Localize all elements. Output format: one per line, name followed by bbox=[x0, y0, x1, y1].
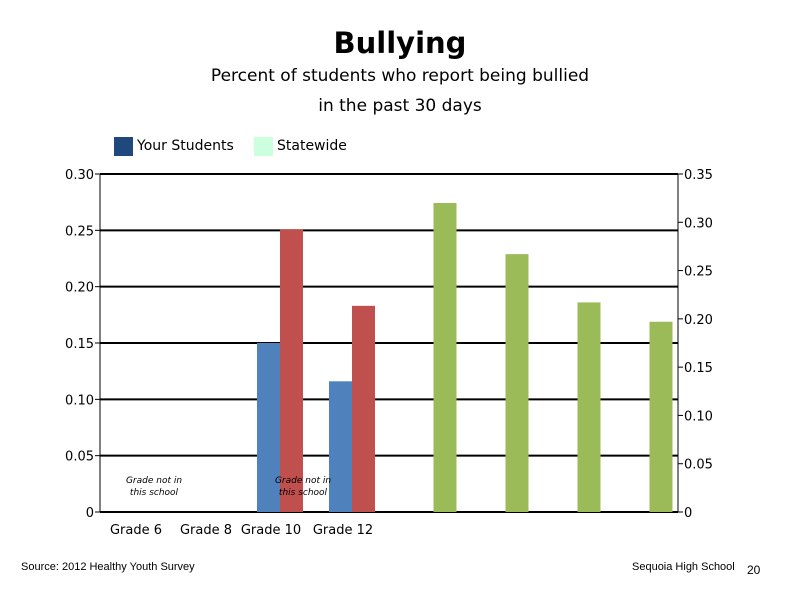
legend-label-statewide: Statewide bbox=[277, 138, 347, 154]
x-tick-label: Grade 8 bbox=[180, 523, 232, 538]
legend-swatch-your-students bbox=[114, 136, 133, 156]
bar bbox=[649, 321, 673, 512]
school-name: Sequoia High School bbox=[632, 561, 735, 573]
y-right-tick-label: 0.15 bbox=[684, 361, 713, 376]
y-left-tick-label: 0.25 bbox=[65, 224, 94, 239]
annotation-label: this school bbox=[130, 488, 179, 498]
y-right-tick-label: 0.25 bbox=[684, 265, 713, 280]
source-note: Source: 2012 Healthy Youth Survey bbox=[21, 561, 195, 573]
bar bbox=[577, 302, 601, 512]
chart-title: Bullying bbox=[333, 26, 467, 60]
bar bbox=[352, 305, 375, 512]
bar bbox=[280, 229, 303, 512]
legend-swatch-statewide bbox=[254, 136, 273, 156]
bar bbox=[257, 343, 280, 512]
bar bbox=[505, 254, 529, 512]
y-right-tick-label: 0 bbox=[684, 506, 692, 521]
y-right-tick-label: 0.30 bbox=[684, 216, 713, 231]
y-right-tick-label: 0.20 bbox=[684, 313, 713, 328]
legend-item-your-students: Your Students bbox=[114, 136, 234, 156]
y-right-tick-label: 0.05 bbox=[684, 458, 713, 473]
x-tick-label: Grade 12 bbox=[313, 523, 373, 538]
annotation-label: this school bbox=[279, 488, 328, 498]
y-left-tick-label: 0.15 bbox=[65, 337, 94, 352]
annotation-label: Grade not in bbox=[275, 476, 331, 486]
y-left-tick-label: 0 bbox=[86, 506, 94, 521]
bar bbox=[433, 202, 457, 512]
chart-subtitle-line2: in the past 30 days bbox=[318, 96, 482, 116]
x-tick-label: Grade 6 bbox=[110, 523, 162, 538]
bar bbox=[329, 381, 352, 512]
legend-label-your-students: Your Students bbox=[137, 138, 234, 154]
x-tick-label: Grade 10 bbox=[241, 523, 301, 538]
annotation-label: Grade not in bbox=[126, 476, 182, 486]
legend-item-statewide: Statewide bbox=[254, 136, 347, 156]
y-left-tick-label: 0.10 bbox=[65, 393, 94, 408]
y-left-tick-label: 0.20 bbox=[65, 281, 94, 296]
y-left-tick-label: 0.05 bbox=[65, 450, 94, 465]
y-left-tick-label: 0.30 bbox=[65, 168, 94, 183]
y-right-tick-label: 0.10 bbox=[684, 409, 713, 424]
y-right-tick-label: 0.35 bbox=[684, 168, 713, 183]
page-number: 20 bbox=[747, 563, 761, 577]
chart-subtitle-line1: Percent of students who report being bul… bbox=[210, 66, 590, 86]
